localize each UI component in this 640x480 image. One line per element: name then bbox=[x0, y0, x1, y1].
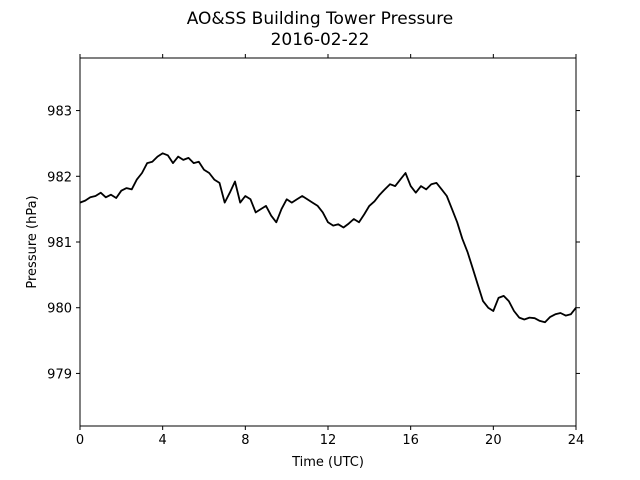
x-tick-label: 20 bbox=[485, 433, 502, 448]
pressure-line bbox=[79, 152, 577, 324]
y-tick-label: 982 bbox=[47, 170, 72, 185]
chart-title: AO&SS Building Tower Pressure bbox=[187, 9, 454, 29]
y-tick-label: 983 bbox=[47, 105, 72, 120]
x-tick-label: 16 bbox=[402, 433, 419, 448]
tick-label-layer: 0 4 8 12 16 20 24 979 980 981 982 983 bbox=[47, 105, 584, 448]
x-tick-label: 4 bbox=[159, 433, 167, 448]
x-tick-label: 0 bbox=[76, 433, 84, 448]
y-tick-label: 980 bbox=[47, 302, 72, 317]
chart-subtitle: 2016-02-22 bbox=[271, 30, 370, 50]
y-tick-label: 981 bbox=[47, 236, 72, 251]
tick-layer bbox=[76, 54, 580, 430]
y-tick-label: 979 bbox=[47, 367, 72, 382]
x-tick-label: 12 bbox=[320, 433, 337, 448]
x-tick-label: 24 bbox=[568, 433, 585, 448]
y-axis-label: Pressure (hPa) bbox=[25, 195, 40, 288]
plot-frame bbox=[79, 57, 577, 427]
x-axis-label: Time (UTC) bbox=[291, 455, 364, 470]
x-tick-label: 8 bbox=[241, 433, 249, 448]
